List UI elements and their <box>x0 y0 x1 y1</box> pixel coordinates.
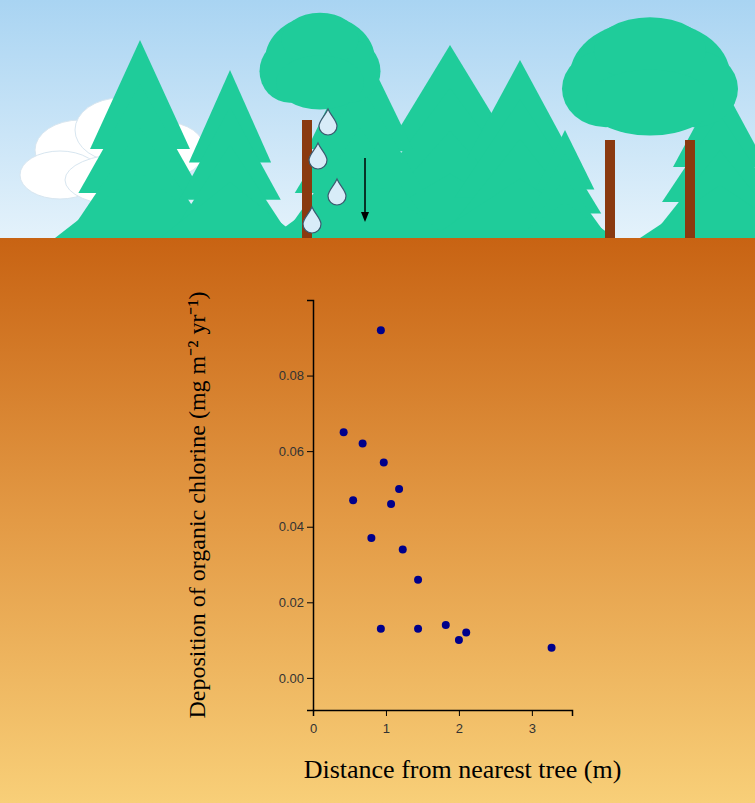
points <box>340 326 556 651</box>
point <box>442 621 450 629</box>
arrow-shaft <box>364 158 366 214</box>
conifer-tier <box>515 202 615 238</box>
y-axis: 0.00 0.02 0.04 0.06 0.08 <box>279 301 314 711</box>
crown <box>562 17 738 135</box>
tick-label: 0.00 <box>279 671 304 686</box>
tick-mark <box>459 710 460 716</box>
water-drop <box>309 143 327 169</box>
tick: 3 <box>529 710 536 736</box>
scene <box>0 0 755 803</box>
tick-mark <box>307 527 313 528</box>
tick-mark <box>313 710 314 716</box>
point <box>414 576 422 584</box>
tick-label: 0.04 <box>279 519 304 534</box>
conifer-tier <box>270 172 450 238</box>
x-axis-title: Distance from nearest tree (m) <box>304 755 622 784</box>
trunk <box>605 140 615 238</box>
point <box>414 625 422 633</box>
conifer-tier <box>160 182 300 238</box>
point <box>395 485 403 493</box>
crown-part <box>586 70 714 136</box>
axis-line <box>314 711 573 717</box>
tick: 0.08 <box>279 368 313 383</box>
tick: 0.04 <box>279 519 313 534</box>
point <box>455 636 463 644</box>
tick: 2 <box>456 710 463 736</box>
crown <box>260 13 381 110</box>
sky <box>0 0 755 238</box>
conifer-tier <box>640 185 755 238</box>
tick: 0 <box>310 710 317 736</box>
tick-label: 0.08 <box>279 368 304 383</box>
point <box>377 326 385 334</box>
point <box>380 458 388 466</box>
crown-part <box>276 56 364 110</box>
water-drop <box>303 207 321 233</box>
water-drop <box>319 109 337 135</box>
water-drop <box>328 179 346 205</box>
tick-label: 3 <box>529 721 536 736</box>
tick-mark <box>532 710 533 716</box>
trunk <box>685 140 695 238</box>
point <box>548 644 556 652</box>
arrow-head <box>361 212 369 222</box>
canvas: 0.00 0.02 0.04 0.06 0.08 0 1 2 3 Distance from ne… <box>0 0 755 803</box>
tick-label: 2 <box>456 721 463 736</box>
axis-line <box>307 301 314 711</box>
point <box>399 545 407 553</box>
soil <box>0 238 755 803</box>
tick: 1 <box>383 710 390 736</box>
point <box>387 500 395 508</box>
point <box>349 496 357 504</box>
tick-mark <box>307 376 313 377</box>
conifer <box>515 130 615 238</box>
tick-mark <box>307 602 313 603</box>
tick-label: 0.06 <box>279 444 304 459</box>
tick: 0.06 <box>279 444 313 459</box>
point <box>359 440 367 448</box>
point <box>340 428 348 436</box>
tick-label: 0 <box>310 721 317 736</box>
point <box>367 534 375 542</box>
tick-mark <box>386 710 387 716</box>
y-axis-title: Deposition of organic chlorine (mg m⁻² y… <box>184 291 210 718</box>
tick-label: 0.02 <box>279 595 304 610</box>
conifer <box>270 40 450 238</box>
tick-label: 1 <box>383 721 390 736</box>
point <box>462 629 470 637</box>
x-axis: 0 1 2 3 <box>310 710 573 736</box>
tick: 0.00 <box>279 671 313 686</box>
tick: 0.02 <box>279 595 313 610</box>
tick-mark <box>307 451 313 452</box>
tick-mark <box>307 678 313 679</box>
point <box>377 625 385 633</box>
